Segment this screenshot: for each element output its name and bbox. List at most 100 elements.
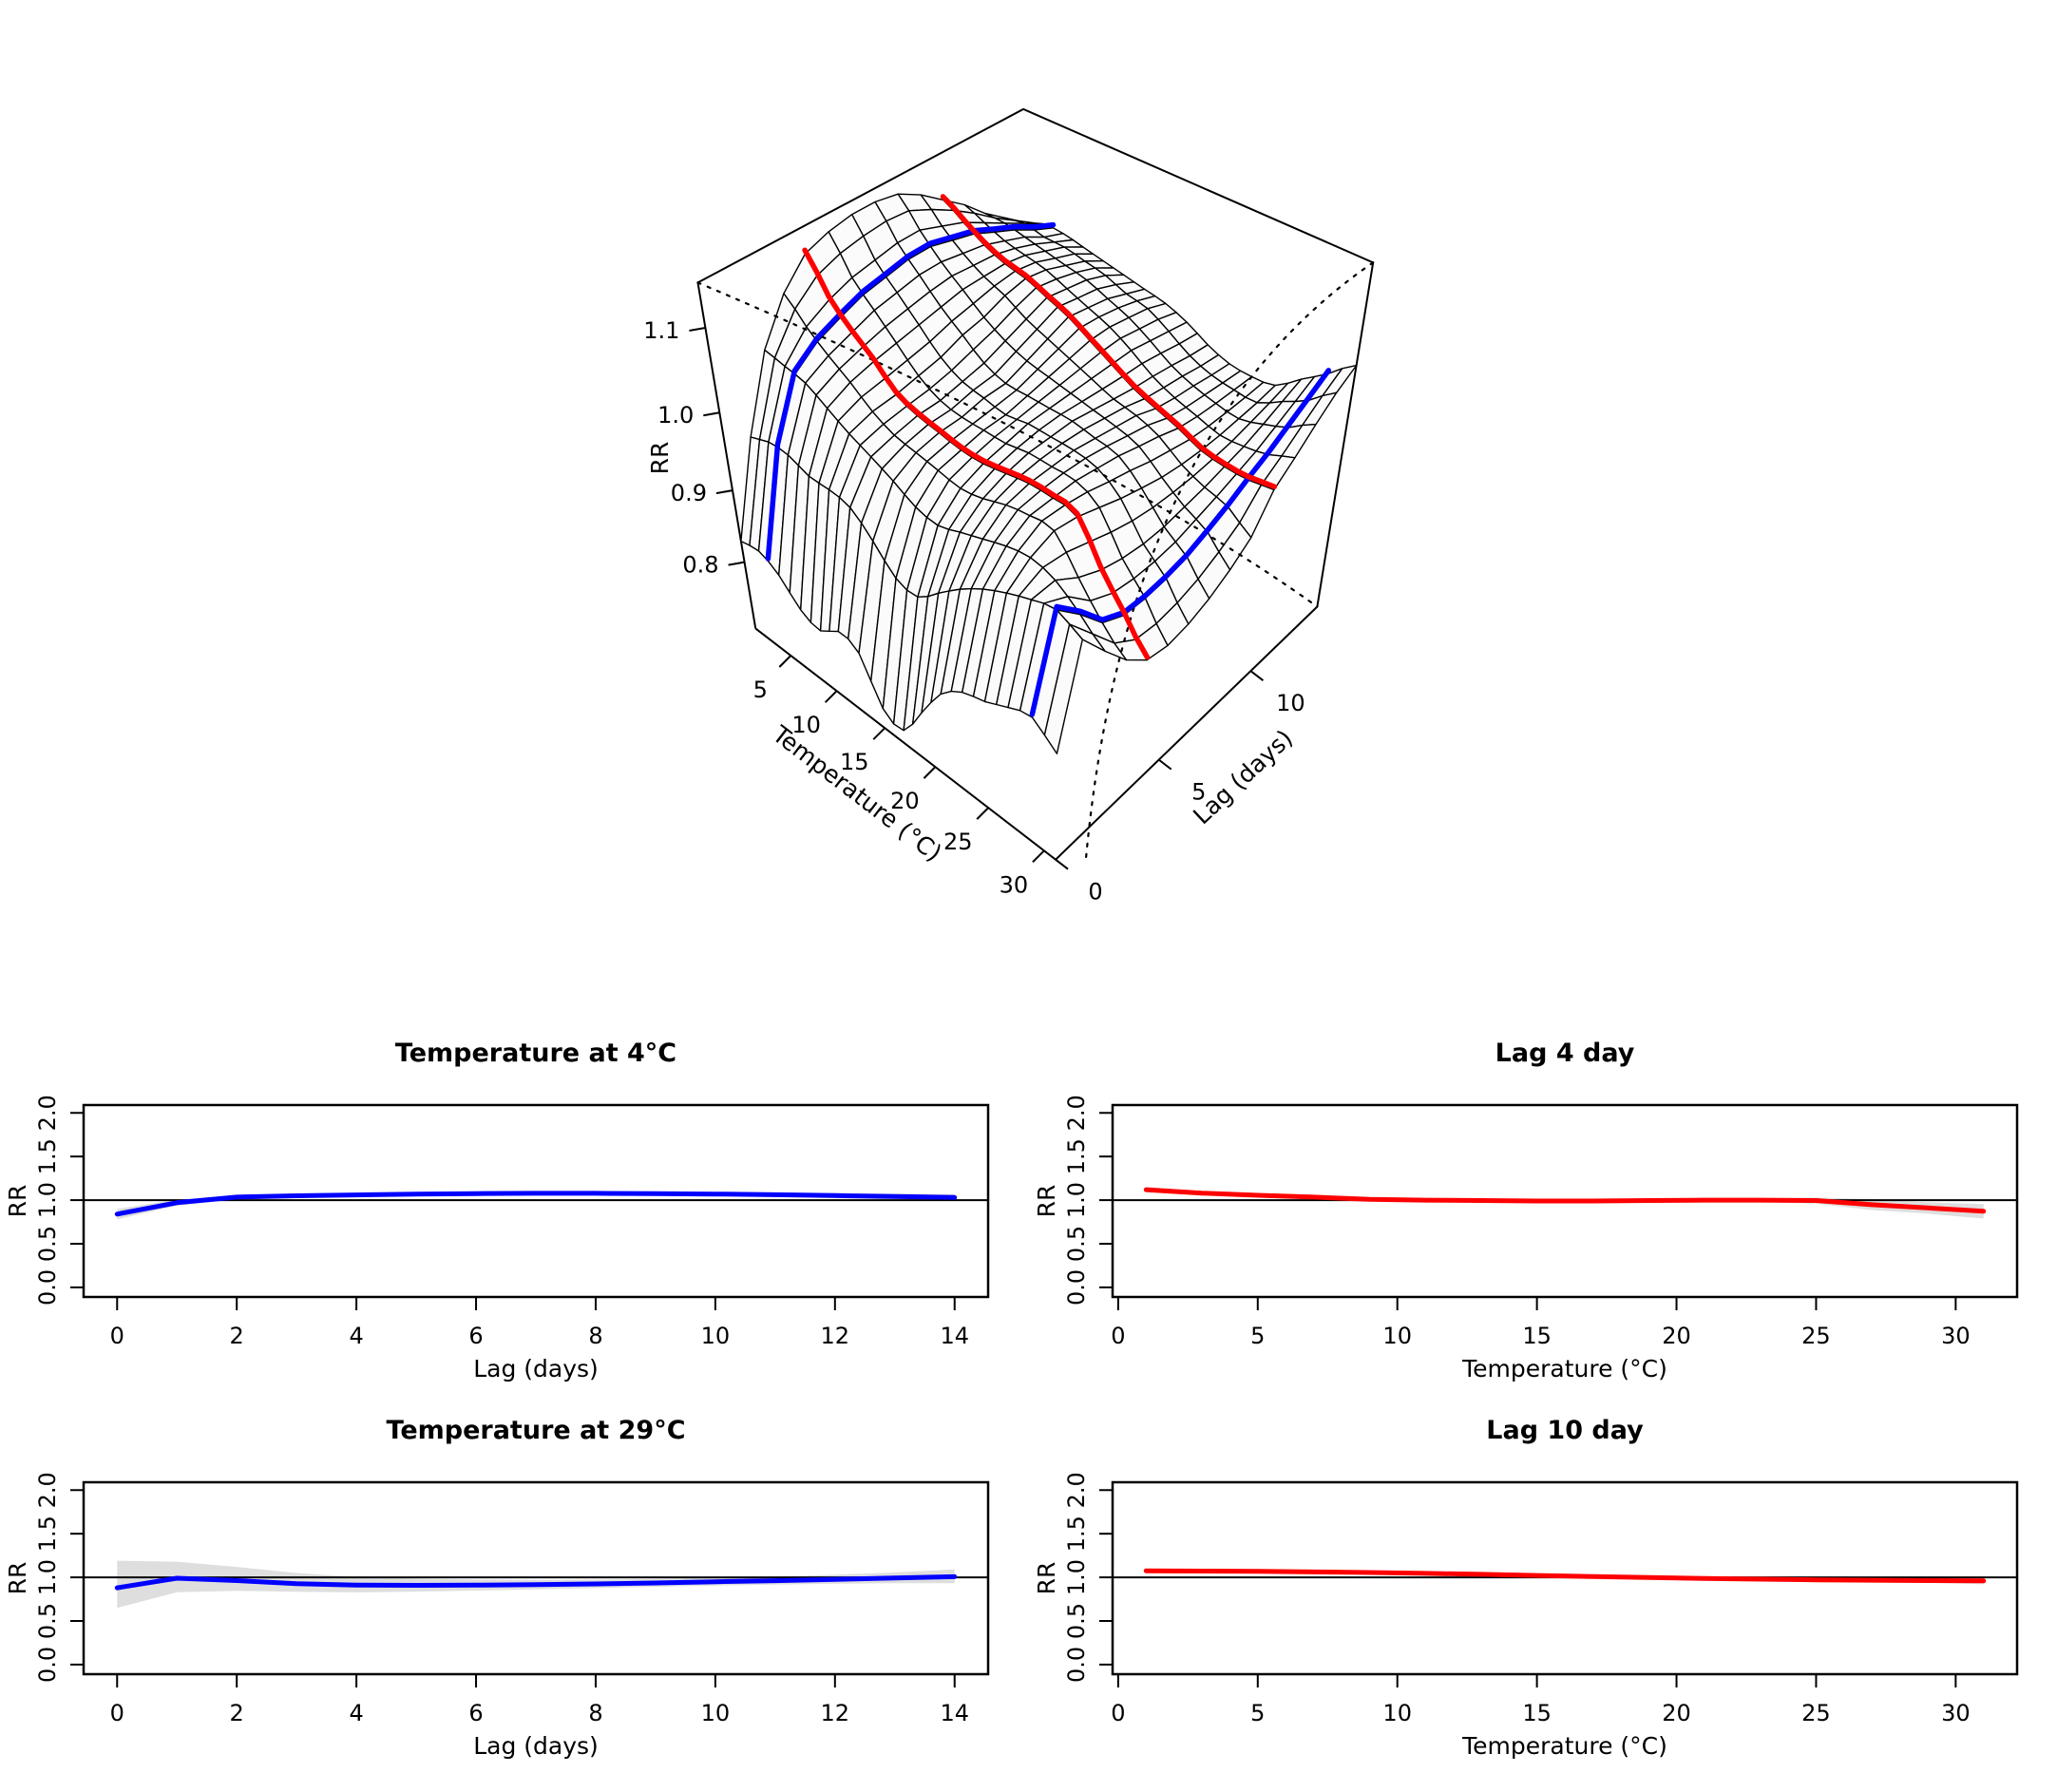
lag-tick-label: 5 xyxy=(1191,779,1206,806)
panel-temp-4: 0 2 4 6 8 10 12 14 0.0 0.5 1.0 1.5 2.0 xyxy=(34,1095,990,1349)
panel3-x-axis-label: Lag (days) xyxy=(473,1732,599,1760)
temperature-tick-label: 10 xyxy=(791,712,821,738)
slice-line-temperature-4c-blue xyxy=(765,221,1057,562)
x-tick-label: 10 xyxy=(701,1700,731,1726)
x-tick-label: 8 xyxy=(588,1700,602,1726)
panel3-y-axis-label: RR xyxy=(4,1562,31,1595)
y-tick-label: 2.0 xyxy=(34,1095,61,1131)
rr-tick xyxy=(703,411,720,417)
slice-line-lag-10-red xyxy=(940,194,1278,489)
mesh-facet xyxy=(1043,623,1083,754)
x-tick-label: 2 xyxy=(230,1323,244,1349)
x-tick-label: 4 xyxy=(349,1323,363,1349)
x-tick-label: 15 xyxy=(1522,1323,1552,1349)
x-tick-label: 14 xyxy=(940,1323,969,1349)
lag-tick xyxy=(1158,758,1172,771)
y-tick-label: 2.0 xyxy=(1063,1095,1090,1131)
x-tick-label: 0 xyxy=(1111,1700,1125,1726)
rr-tick xyxy=(728,561,745,566)
temperature-tick xyxy=(976,807,989,820)
panel4-x-axis-label: Temperature (°C) xyxy=(1461,1732,1667,1760)
temperature-tick-label: 30 xyxy=(1000,871,1029,898)
y-tick-label: 1.0 xyxy=(1063,1182,1090,1218)
temperature-tick-label: 5 xyxy=(753,677,768,703)
x-tick-label: 20 xyxy=(1662,1323,1691,1349)
x-tick-label: 0 xyxy=(110,1323,124,1349)
red-effect-curve xyxy=(1143,1187,1987,1214)
x-tick-label: 6 xyxy=(468,1700,483,1726)
red-effect-curve xyxy=(1143,1568,1987,1584)
x-tick-label: 10 xyxy=(1382,1700,1412,1726)
x-tick-label: 4 xyxy=(349,1700,363,1726)
temperature-tick xyxy=(872,727,886,740)
x-tick-label: 12 xyxy=(821,1323,850,1349)
surface-plot-3d: 0.8 0.9 1.0 1.1 5 10 15 20 25 30 0 5 10 xyxy=(643,107,1375,906)
plot-box-edges xyxy=(696,107,1375,861)
wireframe-mesh xyxy=(740,193,1358,754)
hidden-box-lines xyxy=(696,261,1375,859)
y-tick-label: 0.0 xyxy=(1063,1647,1090,1683)
y-tick-label: 0.0 xyxy=(1063,1269,1090,1306)
panel4-y-axis-label: RR xyxy=(1033,1562,1060,1595)
x-tick-label: 6 xyxy=(468,1323,483,1349)
y-tick-label: 2.0 xyxy=(34,1472,61,1508)
x-tick-label: 25 xyxy=(1801,1323,1831,1349)
x-tick-label: 20 xyxy=(1662,1700,1691,1726)
temperature-tick-label: 15 xyxy=(840,749,869,775)
lag-tick xyxy=(1055,858,1069,870)
surface-axes: 0.8 0.9 1.0 1.1 5 10 15 20 25 30 0 5 10 xyxy=(643,317,1305,906)
y-tick-label: 2.0 xyxy=(1063,1472,1090,1508)
x-tick-label: 25 xyxy=(1801,1700,1831,1726)
rr-tick-label: 0.9 xyxy=(671,480,707,506)
y-tick-label: 0.5 xyxy=(1063,1226,1090,1262)
temperature-tick-label: 25 xyxy=(943,829,973,855)
temperature-tick-label: 20 xyxy=(890,788,920,814)
surface-x-axis-label: Temperature (°C) xyxy=(767,719,947,867)
blue-effect-curve xyxy=(114,1191,958,1217)
x-tick-label: 5 xyxy=(1250,1323,1265,1349)
hidden-edge-dotted-right xyxy=(1084,261,1375,859)
y-tick-label: 1.5 xyxy=(34,1516,61,1552)
y-tick-label: 1.5 xyxy=(34,1138,61,1174)
panel1-y-axis-label: RR xyxy=(4,1185,31,1218)
blue-effect-curve xyxy=(114,1573,958,1591)
panel2-x-axis-label: Temperature (°C) xyxy=(1461,1355,1667,1382)
y-tick-label: 0.5 xyxy=(1063,1603,1090,1639)
temperature-tick xyxy=(923,766,937,779)
rr-tick xyxy=(689,327,706,333)
temperature-tick xyxy=(824,690,838,703)
x-tick-label: 15 xyxy=(1522,1700,1552,1726)
x-tick-label: 0 xyxy=(110,1700,124,1726)
y-tick-label: 0.0 xyxy=(34,1269,61,1306)
rr-tick-label: 1.0 xyxy=(657,402,694,429)
rr-tick-label: 0.8 xyxy=(682,552,718,579)
lag-tick xyxy=(1249,670,1265,681)
panel-lag-4: 0 5 10 15 20 25 30 0.0 0.5 1.0 1.5 2.0 xyxy=(1063,1095,2019,1349)
y-tick-label: 1.5 xyxy=(1063,1138,1090,1174)
panel4-title: Lag 10 day xyxy=(1486,1416,1644,1445)
temperature-tick xyxy=(778,655,792,668)
slice-line-lag-4-red xyxy=(802,247,1151,660)
x-tick-label: 0 xyxy=(1111,1323,1125,1349)
y-tick-label: 0.5 xyxy=(34,1603,61,1639)
y-tick-label: 0.5 xyxy=(34,1226,61,1262)
x-tick-label: 10 xyxy=(701,1323,731,1349)
panel-temp-29: 0 2 4 6 8 10 12 14 0.0 0.5 1.0 1.5 2.0 xyxy=(34,1472,990,1726)
panel3-title: Temperature at 29°C xyxy=(386,1416,685,1445)
x-tick-label: 12 xyxy=(821,1700,850,1726)
x-tick-label: 5 xyxy=(1250,1700,1265,1726)
crosssection-panels: 0 2 4 6 8 10 12 140.00.51.01.52.00 5 10 15 20 25 300.… xyxy=(34,1095,2019,1726)
hidden-edge-dotted-left xyxy=(696,281,1319,608)
surface-z-axis-label: RR xyxy=(646,442,674,475)
panel1-x-axis-label: Lag (days) xyxy=(473,1355,599,1382)
panel2-title: Lag 4 day xyxy=(1495,1039,1635,1068)
panel-lag-10: 0 5 10 15 20 25 30 0.0 0.5 1.0 1.5 2.0 xyxy=(1063,1472,2019,1726)
lag-tick-label: 10 xyxy=(1276,690,1305,716)
rr-tick xyxy=(715,489,733,495)
y-tick-label: 1.0 xyxy=(1063,1559,1090,1595)
x-tick-label: 30 xyxy=(1941,1323,1971,1349)
surface-y-axis-label: Lag (days) xyxy=(1188,724,1298,829)
x-tick-label: 2 xyxy=(230,1700,244,1726)
